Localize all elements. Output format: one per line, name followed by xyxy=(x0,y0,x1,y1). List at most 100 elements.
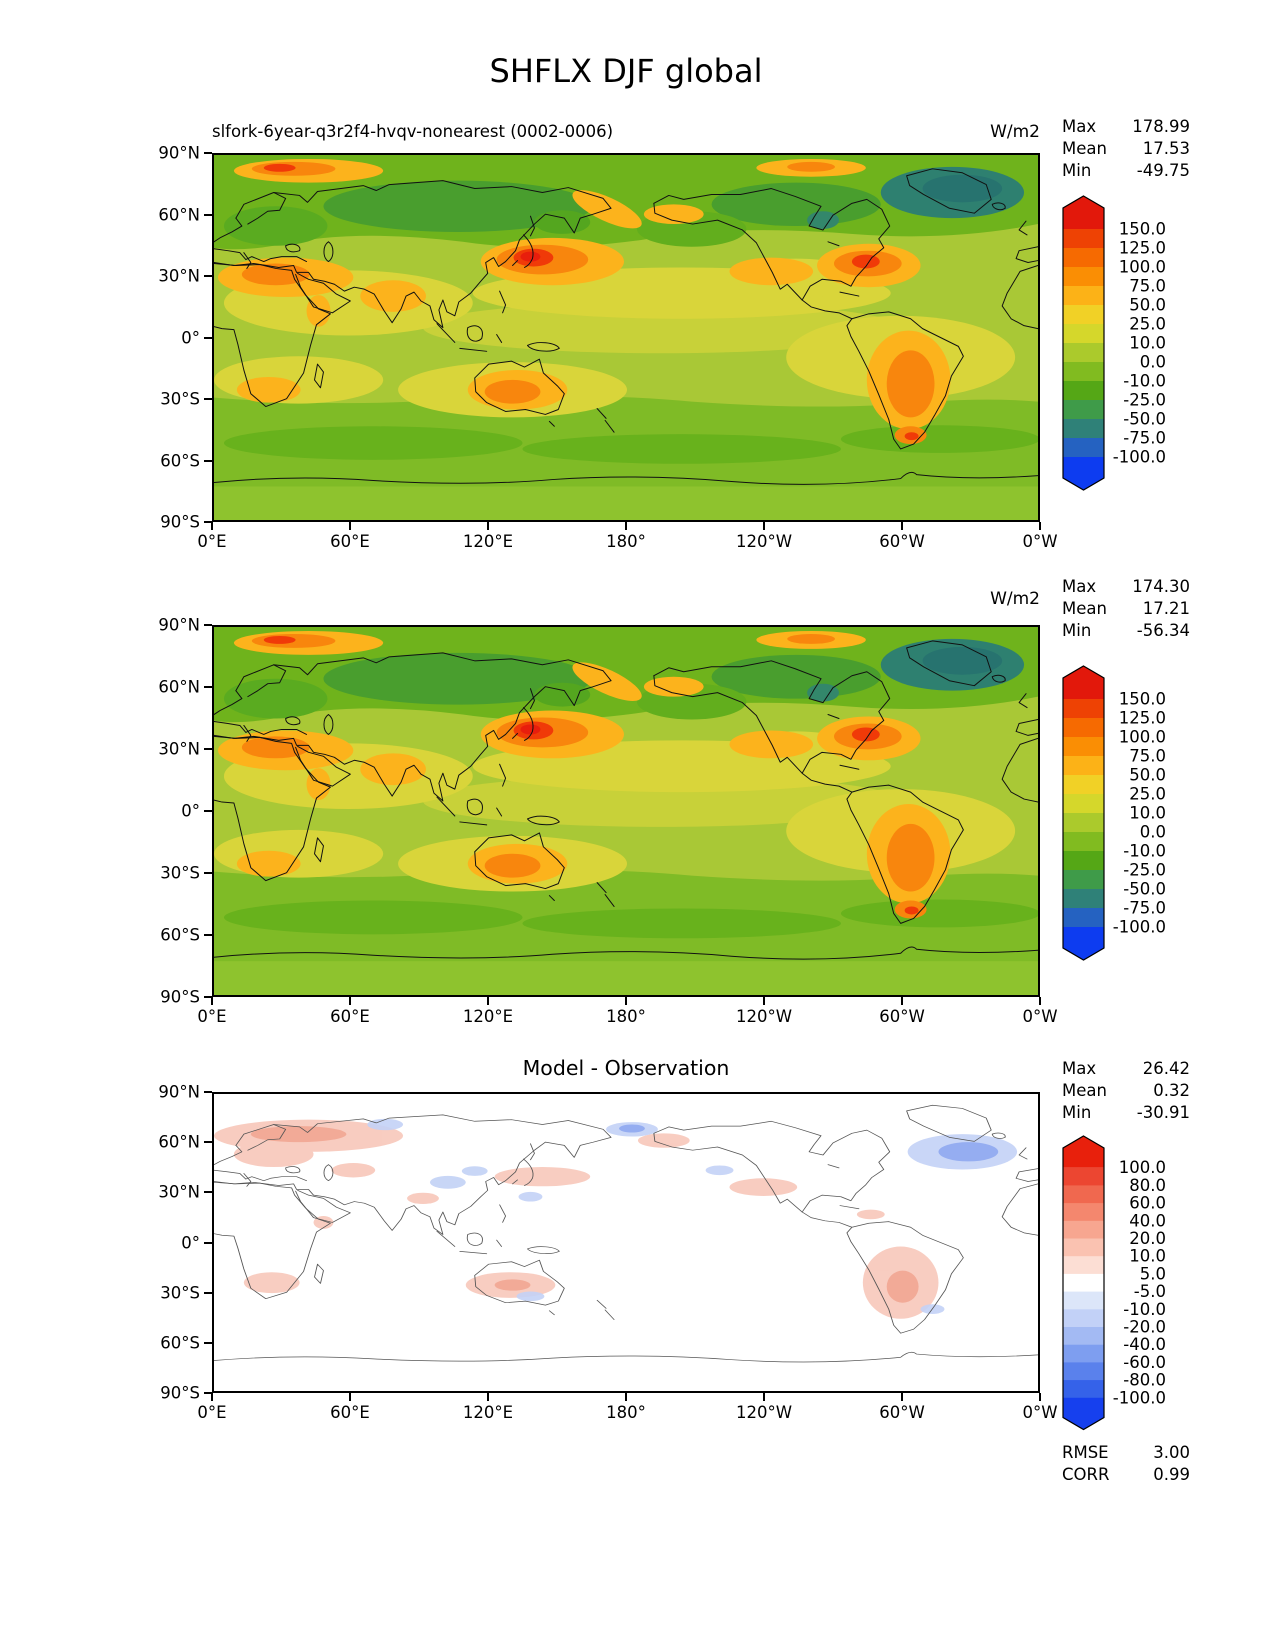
colorbar-segment xyxy=(1062,665,1105,961)
colorbar-segment xyxy=(1063,457,1104,490)
panel2-map xyxy=(212,625,1040,997)
x-tick-label: 180° xyxy=(606,1007,646,1026)
panel1-units-label: W/m2 xyxy=(990,122,1040,142)
x-tick-label: 0°E xyxy=(197,1007,227,1026)
colorbar-segment xyxy=(1063,324,1104,344)
stat-value: 174.30 xyxy=(1132,577,1190,596)
stat-value: 17.21 xyxy=(1142,599,1190,618)
x-tick-mark xyxy=(1039,1393,1041,1401)
y-tick-label: 30°N xyxy=(158,266,200,286)
colorbar-segment xyxy=(1063,267,1104,287)
y-tick-label: 30°S xyxy=(160,1283,200,1303)
stat-row: Max 178.99 xyxy=(1062,116,1190,138)
colorbar-tick-label: -10.0 xyxy=(1123,842,1166,861)
y-tick-label: 0° xyxy=(181,328,200,347)
panel1-xlabels: 0°E 60°E 120°E 180° 120°W 60°W 0°W xyxy=(197,532,1057,554)
colorbar-segment xyxy=(1063,832,1104,852)
stat-label: RMSE xyxy=(1062,1443,1109,1462)
colorbar-segment xyxy=(1063,870,1104,890)
colorbar-segment xyxy=(1063,794,1104,814)
colorbar-segment xyxy=(1063,851,1104,871)
x-tick-mark xyxy=(348,997,351,1005)
colorbar-segment xyxy=(1063,756,1104,776)
colorbar-segment xyxy=(1063,1309,1104,1328)
colorbar-tick-label: 100.0 xyxy=(1119,1158,1166,1177)
y-tick-mark xyxy=(204,213,212,216)
stat-row: Max 174.30 xyxy=(1062,576,1190,598)
panel2-xmarks xyxy=(211,997,1041,1005)
colorbar-segment xyxy=(1063,286,1104,306)
colorbar-tick-label: 50.0 xyxy=(1129,296,1166,315)
stat-row: RMSE 3.00 xyxy=(1062,1442,1190,1464)
page-title: SHFLX DJF global xyxy=(489,52,763,90)
colorbar-tick-label: -100.0 xyxy=(1113,448,1166,467)
colorbar-tick-label: 40.0 xyxy=(1129,1211,1166,1230)
x-tick-label: 0°W xyxy=(1022,1007,1058,1026)
stat-value: 3.00 xyxy=(1153,1443,1190,1462)
y-tick-label: 90°N xyxy=(158,143,200,163)
colorbar-tick-label: 20.0 xyxy=(1129,1229,1166,1248)
panel1-ylabels: 90°N 60°N 30°N 0° 30°S 60°S 90°S xyxy=(116,144,200,532)
x-tick-mark xyxy=(211,997,213,1005)
panel3-ylabels: 90°N 60°N 30°N 0° 30°S 60°S 90°S xyxy=(116,1083,200,1403)
panel2-xlabels: 0°E 60°E 120°E 180° 120°W 60°W 0°W xyxy=(197,1007,1057,1029)
x-tick-label: 120°E xyxy=(462,532,514,551)
x-tick-label: 0°E xyxy=(197,1403,227,1422)
x-tick-mark xyxy=(901,1393,903,1401)
panel2-stats: Max 174.30 Mean 17.21 Min -56.34 xyxy=(1062,576,1190,642)
colorbar-segment xyxy=(1063,908,1104,928)
stat-row: Max 26.42 xyxy=(1062,1058,1190,1080)
panel3-ymarks xyxy=(204,1091,212,1394)
panel2-ymarks xyxy=(204,624,212,998)
panel3-colorbar: 100.080.060.040.020.010.05.0-5.0-10.0-20… xyxy=(1062,1135,1166,1431)
colorbar-tick-label: 100.0 xyxy=(1119,728,1166,747)
x-tick-mark xyxy=(625,997,627,1005)
colorbar-segment xyxy=(1063,1256,1104,1275)
panel1-subtitle: slfork-6year-q3r2f4-hvqv-nonearest (0002… xyxy=(212,122,614,141)
y-tick-mark xyxy=(204,459,212,462)
stat-label: Mean xyxy=(1062,599,1107,618)
panel2-units-label: W/m2 xyxy=(990,589,1040,609)
stat-label: Min xyxy=(1062,1103,1092,1122)
x-tick-label: 120°E xyxy=(462,1403,514,1422)
colorbar-segment xyxy=(1063,1344,1104,1363)
colorbar-segment xyxy=(1063,1397,1104,1430)
stat-row: Mean 17.21 xyxy=(1062,598,1190,620)
stat-row: Min -49.75 xyxy=(1062,160,1190,182)
panel3-stats: Max 26.42 Mean 0.32 Min -30.91 xyxy=(1062,1058,1190,1124)
colorbar-segment xyxy=(1063,1273,1104,1293)
panel3-title: Model - Observation xyxy=(522,1056,730,1080)
stat-label: Min xyxy=(1062,621,1092,640)
x-tick-label: 180° xyxy=(606,1403,646,1422)
x-tick-mark xyxy=(486,522,489,530)
colorbar-segment xyxy=(1062,195,1105,491)
panel1-ymarks xyxy=(204,152,212,523)
y-tick-label: 60°S xyxy=(160,925,200,945)
stat-label: Mean xyxy=(1062,1081,1107,1100)
y-tick-mark xyxy=(204,624,212,626)
x-tick-mark xyxy=(901,522,903,530)
panel2-ylabels: 90°N 60°N 30°N 0° 30°S 60°S 90°S xyxy=(116,616,200,1007)
colorbar-segment xyxy=(1063,1291,1104,1310)
stat-row: Min -56.34 xyxy=(1062,620,1190,642)
y-tick-mark xyxy=(204,1341,212,1344)
x-tick-mark xyxy=(486,997,489,1005)
y-tick-mark xyxy=(204,1392,212,1394)
y-tick-mark xyxy=(204,872,212,874)
y-tick-mark xyxy=(204,686,212,688)
colorbar-segment xyxy=(1063,400,1104,420)
colorbar-tick-label: -5.0 xyxy=(1134,1282,1166,1301)
colorbar-segment xyxy=(1063,229,1104,249)
y-tick-label: 60°N xyxy=(158,205,200,224)
colorbar-tick-label: -60.0 xyxy=(1123,1353,1166,1372)
y-tick-label: 30°S xyxy=(160,863,200,883)
colorbar-tick-label: 150.0 xyxy=(1119,690,1166,709)
colorbar-tick-label: 100.0 xyxy=(1119,258,1166,277)
stat-value: -49.75 xyxy=(1136,161,1190,180)
x-tick-label: 60°E xyxy=(330,532,370,551)
panel1-map xyxy=(212,153,1040,522)
stat-label: Min xyxy=(1062,161,1092,180)
y-tick-label: 60°N xyxy=(158,677,200,697)
colorbar-segment xyxy=(1063,1220,1104,1239)
